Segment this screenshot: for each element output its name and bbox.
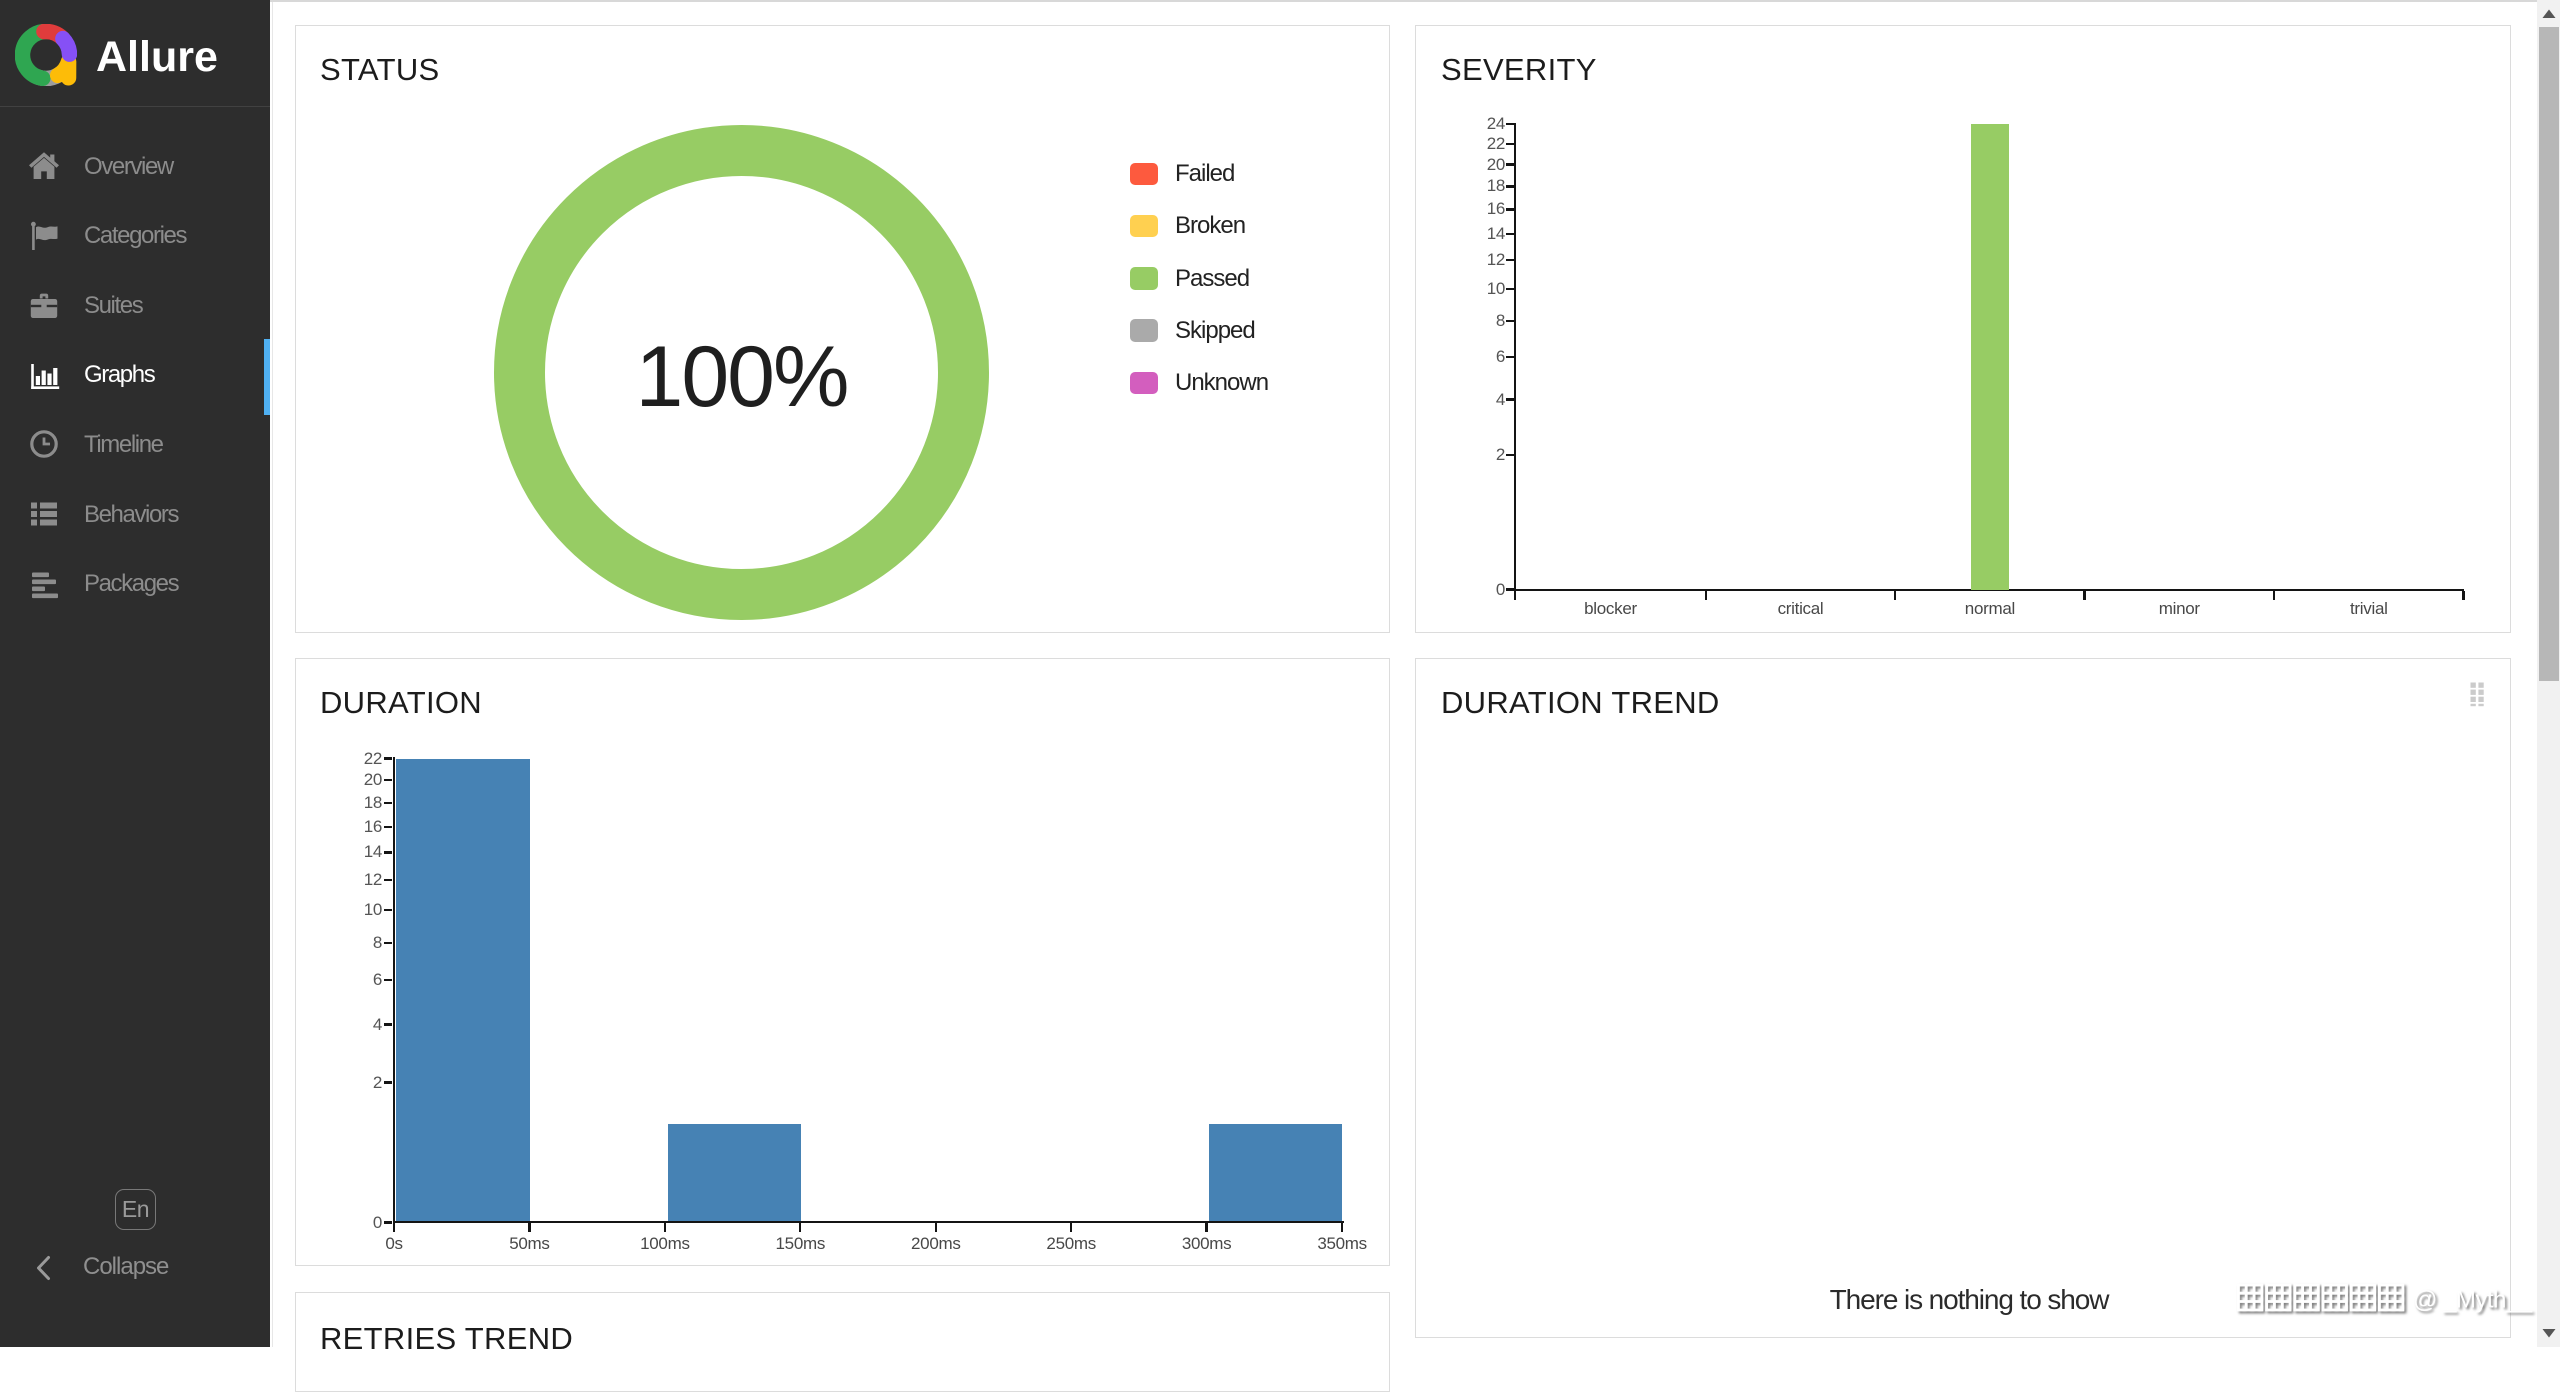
- svg-text:@ _Myth__: @ _Myth__: [2413, 1287, 2533, 1314]
